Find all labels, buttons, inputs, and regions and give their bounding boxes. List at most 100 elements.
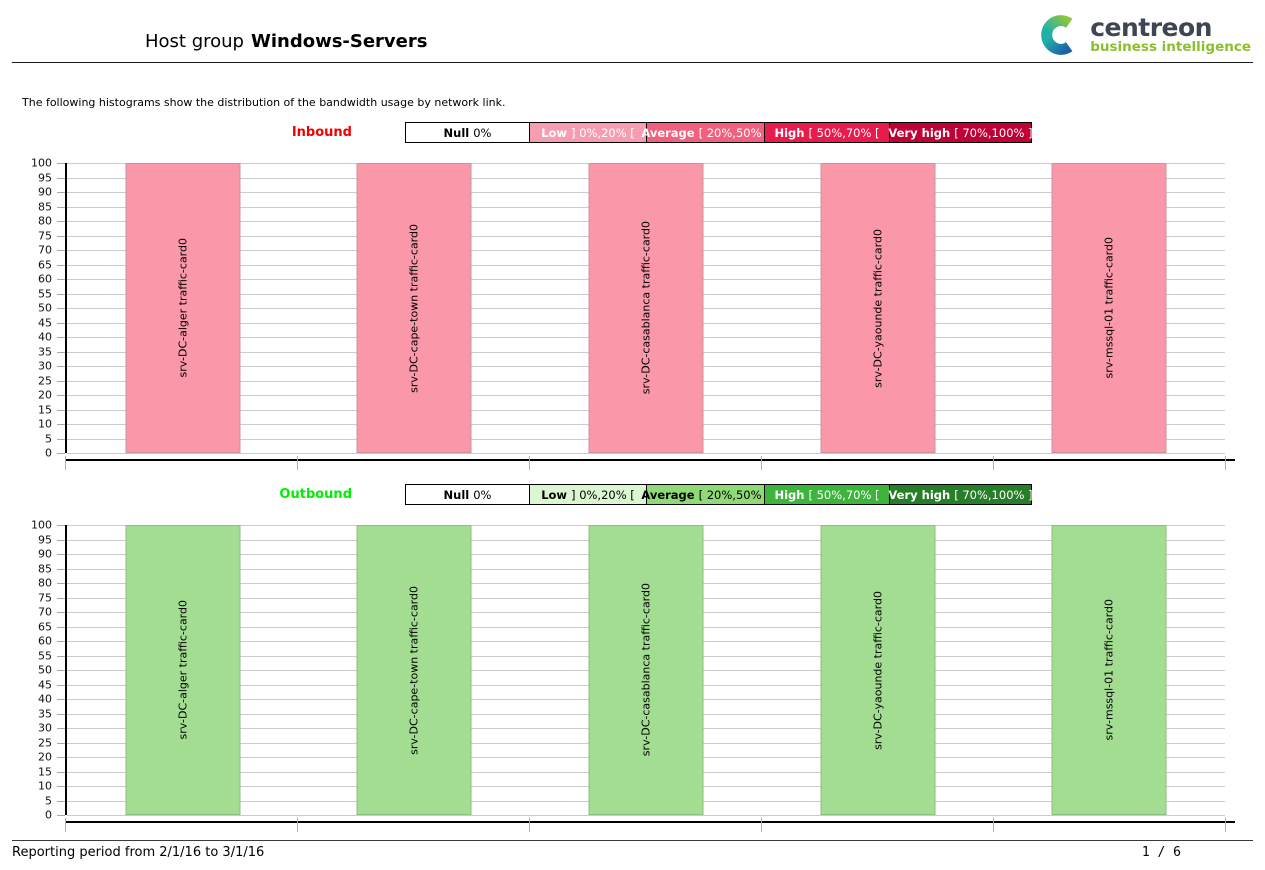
outbound-chart: 0 5 10 15 20 25 30 35 40 45 50 55 60 65 70 75 80 85 90 95 10…	[12, 519, 1253, 822]
bar-label: srv-DC-alger traffic-card0	[176, 600, 190, 740]
y-axis-tick	[57, 380, 65, 382]
inbound-chart: 0 5 10 15 20 25 30 35 40 45 50 55 60 65 70 75 80 85 90 95 10…	[12, 157, 1253, 460]
x-axis-tick	[1225, 456, 1226, 470]
bar-srv-DC-casablanca-traffic-card0: srv-DC-casablanca traffic-card0	[588, 163, 704, 453]
y-axis-tick	[57, 366, 65, 367]
y-axis-tick	[57, 264, 65, 266]
bar-label: srv-DC-casablanca traffic-card0	[639, 221, 653, 395]
bar-label: srv-mssql-01 traffic-card0	[1102, 237, 1116, 379]
centreon-brand: centreon	[1090, 13, 1212, 43]
outbound-x-axis	[65, 818, 1235, 833]
y-axis-label: 80	[38, 214, 52, 228]
y-axis-label: 30	[38, 359, 52, 373]
y-axis-label: 90	[38, 547, 52, 561]
y-axis-label: 55	[38, 649, 52, 662]
y-axis-tick	[57, 641, 65, 642]
y-axis-label: 35	[38, 707, 52, 720]
y-axis-label: 5	[45, 432, 52, 445]
y-axis-label: 65	[38, 258, 52, 271]
y-axis-tick	[57, 322, 65, 324]
y-axis-tick	[57, 250, 65, 251]
y-axis-tick	[57, 395, 65, 396]
y-axis-label: 80	[38, 576, 52, 590]
y-axis-label: 40	[38, 330, 52, 344]
x-axis-tick	[297, 818, 298, 832]
y-axis-label: 100	[31, 518, 52, 532]
bar-label: srv-DC-yaounde traffic-card0	[871, 228, 885, 388]
y-axis-tick	[57, 713, 65, 715]
outbound-section: Outbound Null 0% Low] 0%,20% [Average[ 20%…	[12, 484, 1253, 833]
y-axis-tick	[57, 597, 65, 599]
bar-label: srv-DC-cape-town traffic-card0	[407, 223, 421, 393]
y-axis-tick	[57, 684, 65, 686]
outbound-legend-row: Outbound Null 0% Low] 0%,20% [Average[ 20%…	[12, 484, 1253, 505]
y-axis-tick	[57, 293, 65, 295]
y-axis-tick	[57, 177, 65, 179]
page-title-hostgroup: Windows-Servers	[250, 31, 428, 52]
y-axis-tick	[57, 670, 65, 671]
y-axis-tick	[57, 438, 65, 440]
legend-item-low: Low] 0%,20% [	[529, 123, 646, 142]
x-axis-tick	[297, 456, 298, 470]
y-axis-label: 0	[45, 446, 52, 460]
inbound-x-axis	[65, 456, 1235, 471]
y-axis-label: 25	[38, 374, 52, 387]
bar-srv-DC-casablanca-traffic-card0: srv-DC-casablanca traffic-card0	[588, 525, 704, 815]
y-axis-tick	[57, 453, 65, 454]
x-axis-tick	[529, 818, 530, 832]
inbound-label: Inbound	[291, 125, 352, 140]
y-axis-tick	[57, 626, 65, 628]
outbound-y-axis: 0 5 10 15 20 25 30 35 40 45 50 55 60 65 70 75 80 85 90 95 10…	[12, 519, 65, 822]
y-axis-tick	[57, 308, 65, 309]
bar-label: srv-DC-casablanca traffic-card0	[639, 583, 653, 757]
centreon-logo-icon	[1041, 15, 1073, 55]
bar-srv-mssql-01-traffic-card0: srv-mssql-01 traffic-card0	[1051, 525, 1167, 815]
y-axis-tick	[57, 337, 65, 338]
bar-srv-mssql-01-traffic-card0: srv-mssql-01 traffic-card0	[1051, 163, 1167, 453]
inbound-legend-row: Inbound Null 0% Low] 0%,20% [Average[ 20%,…	[12, 122, 1253, 143]
x-axis-tick	[761, 456, 762, 470]
y-axis-label: 85	[38, 200, 52, 213]
centreon-tagline: business intelligence	[1090, 39, 1251, 56]
y-axis-tick	[57, 655, 65, 657]
y-axis-tick	[57, 728, 65, 729]
y-axis-label: 90	[38, 185, 52, 199]
y-axis-label: 25	[38, 736, 52, 749]
legend-item-very-high: Very high[ 70%,100% ]	[888, 485, 1033, 504]
y-axis-label: 15	[38, 765, 52, 778]
y-axis-label: 20	[38, 750, 52, 764]
outbound-legend: Null 0% Low] 0%,20% [Average[ 20%,50% [Hig…	[405, 484, 1033, 505]
legend-item-high: High[ 50%,70% [	[764, 123, 889, 142]
bar-srv-DC-alger-traffic-card0: srv-DC-alger traffic-card0	[125, 525, 241, 815]
legend-item-very-high: Very high[ 70%,100% ]	[888, 123, 1033, 142]
gridline	[67, 815, 1225, 816]
x-axis-tick	[65, 818, 66, 832]
legend-item-high: High[ 50%,70% [	[764, 485, 889, 504]
y-axis-label: 15	[38, 403, 52, 416]
bar-srv-DC-cape-town-traffic-card0: srv-DC-cape-town traffic-card0	[356, 525, 472, 815]
gridline	[67, 453, 1225, 454]
x-axis-tick	[65, 456, 66, 470]
page-title: Host group Windows-Servers	[145, 31, 427, 52]
y-axis-label: 45	[38, 316, 52, 329]
y-axis-label: 45	[38, 678, 52, 691]
y-axis-tick	[57, 206, 65, 208]
y-axis-tick	[57, 568, 65, 570]
y-axis-tick	[57, 424, 65, 425]
y-axis-tick	[57, 221, 65, 222]
y-axis-label: 35	[38, 345, 52, 358]
y-axis-label: 60	[38, 272, 52, 286]
y-axis-tick	[57, 815, 65, 816]
bar-label: srv-DC-alger traffic-card0	[176, 238, 190, 378]
x-axis-tick	[1225, 818, 1226, 832]
y-axis-tick	[57, 351, 65, 353]
y-axis-label: 40	[38, 692, 52, 706]
y-axis-tick	[57, 525, 65, 526]
y-axis-tick	[57, 583, 65, 584]
y-axis-label: 60	[38, 634, 52, 648]
bar-label: srv-mssql-01 traffic-card0	[1102, 599, 1116, 741]
y-axis-label: 20	[38, 388, 52, 402]
bar-srv-DC-yaounde-traffic-card0: srv-DC-yaounde traffic-card0	[820, 163, 936, 453]
y-axis-tick	[57, 409, 65, 411]
centreon-logo-text: centreon business intelligence	[1090, 15, 1251, 55]
